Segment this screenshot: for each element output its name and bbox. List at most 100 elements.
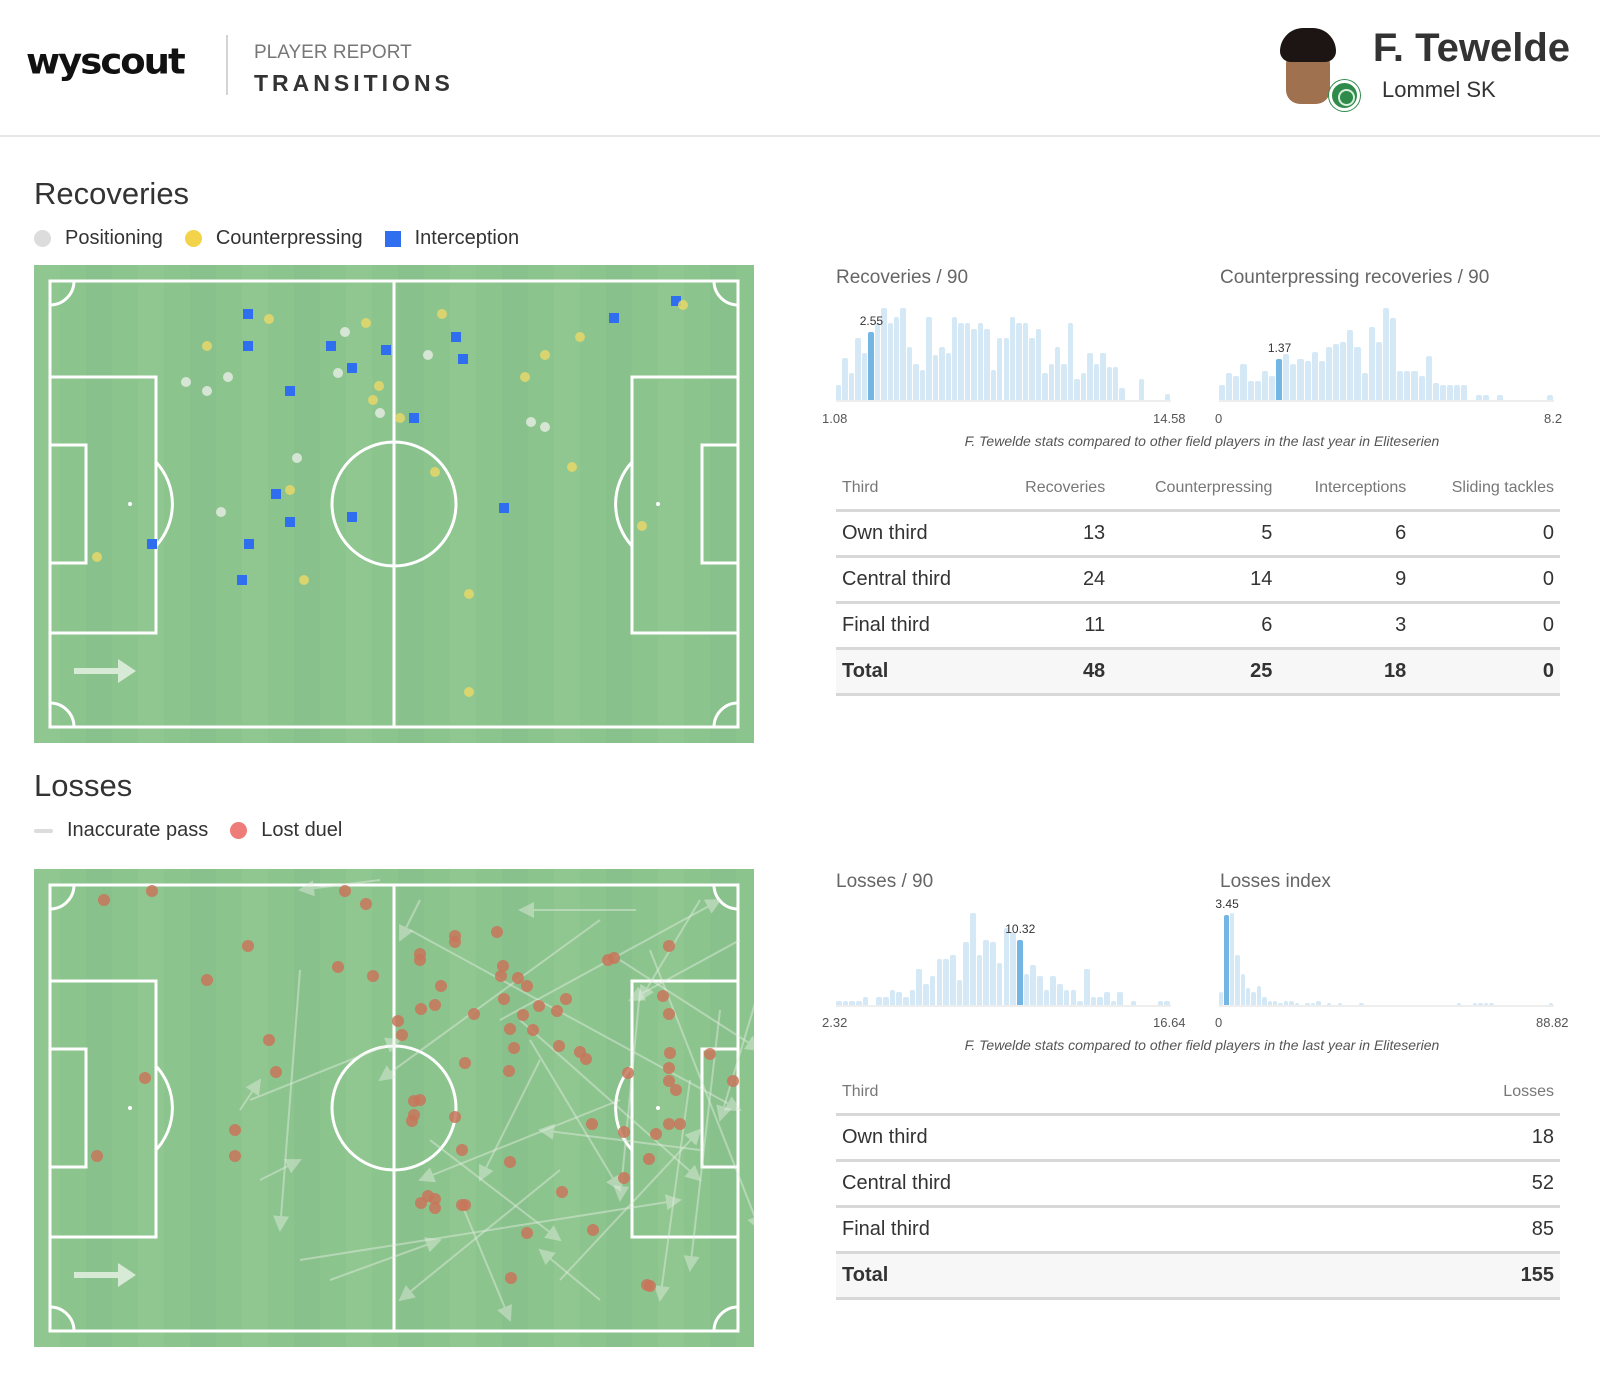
- attack-direction-arrow-icon: [74, 1263, 136, 1287]
- lost-duel-marker: [360, 898, 372, 910]
- histogram-bar: [1070, 990, 1077, 1005]
- lost-duel-marker: [468, 1008, 480, 1020]
- lost-duel-marker: [332, 961, 344, 973]
- histogram-bar: [1418, 375, 1425, 400]
- histogram-bar: [1283, 354, 1290, 400]
- lost-duel-marker: [503, 1065, 515, 1077]
- histogram-bar: [1268, 375, 1276, 400]
- cell: 0: [1412, 510, 1560, 558]
- col-counterpressing: Counterpressing: [1111, 468, 1279, 512]
- table-total-row: Total 48 25 18 0: [836, 648, 1560, 696]
- table-total-row: Total 155: [836, 1252, 1560, 1300]
- lost-duel-marker: [560, 993, 572, 1005]
- histogram-bar: [848, 373, 855, 400]
- counterpressing-marker: [374, 381, 384, 391]
- interception-marker: [285, 386, 295, 396]
- recoveries-pitch: [34, 265, 754, 743]
- recoveries-title: Recoveries: [34, 176, 190, 211]
- losses-per90-title: Losses / 90: [836, 871, 934, 892]
- histogram-bar: [1037, 975, 1043, 1005]
- attack-direction-arrow-icon: [74, 659, 136, 683]
- histogram-bar: [887, 322, 893, 400]
- lost-duel-marker: [663, 1075, 675, 1087]
- lost-duel-marker: [663, 940, 675, 952]
- histogram-bar: [936, 959, 943, 1005]
- losses-pitch-map: [34, 869, 754, 1347]
- positioning-marker: [526, 417, 536, 427]
- histogram-bar: [1009, 316, 1016, 400]
- histogram-bar: [1354, 346, 1361, 400]
- histogram-bar: [842, 358, 848, 400]
- report-title: TRANSITIONS: [254, 70, 454, 96]
- histogram-bar: [1117, 992, 1124, 1005]
- lost-duel-marker: [242, 940, 254, 952]
- lost-duel-marker: [657, 990, 669, 1002]
- cell: 155: [1312, 1252, 1560, 1300]
- histogram-bar: [1130, 1000, 1137, 1005]
- histogram-bar: [949, 954, 956, 1005]
- histogram-bar: [1119, 388, 1125, 400]
- histogram-bar: [1482, 395, 1489, 400]
- histogram-bar: [916, 969, 923, 1005]
- histogram-bar: [1254, 380, 1261, 400]
- losses-index-max-label: 88.82: [1536, 1015, 1569, 1030]
- legend-label: Lost duel: [261, 819, 343, 841]
- histogram-bar: [1496, 395, 1504, 400]
- positioning-marker: [333, 368, 343, 378]
- histogram-bar: [1297, 358, 1304, 400]
- losses-index-title: Losses index: [1220, 871, 1331, 892]
- lost-duel-marker: [505, 1272, 517, 1284]
- histogram-bar: [1083, 969, 1090, 1005]
- lost-duel-marker: [449, 1111, 461, 1123]
- inaccurate-pass-line-icon: [34, 828, 53, 833]
- legend-inaccurate-pass: Inaccurate pass: [34, 819, 208, 842]
- histogram-bar: [1016, 322, 1022, 400]
- histogram-bar: [939, 346, 945, 400]
- inaccurate-pass-arrow: [259, 1159, 302, 1181]
- lost-duel-marker: [367, 970, 379, 982]
- histogram-bar: [971, 328, 977, 400]
- lost-duel-marker: [429, 999, 441, 1011]
- positioning-marker: [216, 507, 226, 517]
- histogram-bar: [1247, 380, 1254, 400]
- losses-table: Third Losses Own third 18 Central third 52…: [836, 1072, 1560, 1300]
- inaccurate-pass-arrow: [459, 1199, 512, 1322]
- histogram-bar: [836, 1000, 842, 1005]
- histogram-bar: [836, 385, 842, 400]
- histogram-bar: [1077, 1000, 1083, 1005]
- lost-duel-marker: [618, 1172, 630, 1184]
- counterpressing-marker: [395, 413, 405, 423]
- cell: 11: [992, 602, 1112, 650]
- histogram-bar: [1327, 1002, 1332, 1005]
- legend-positioning: Positioning: [34, 227, 163, 250]
- recoveries-pitch-map: [34, 265, 754, 743]
- histogram-bar: [1080, 373, 1087, 400]
- inaccurate-pass-arrow: [378, 919, 601, 1082]
- lost-duel-marker: [270, 1066, 282, 1078]
- histogram-bar: [1050, 975, 1057, 1005]
- histogram-bar: [861, 352, 868, 400]
- counterpressing-marker: [202, 341, 212, 351]
- interception-marker: [458, 354, 468, 364]
- histogram-bar: [1310, 1002, 1316, 1005]
- lost-duel-marker: [704, 1048, 716, 1060]
- histogram-bar: [1361, 373, 1368, 400]
- counterpressing-marker: [520, 372, 530, 382]
- positioning-marker: [223, 372, 233, 382]
- interception-marker: [499, 503, 509, 513]
- histogram-bar: [1164, 1000, 1170, 1005]
- interception-square-icon: [384, 230, 401, 247]
- interception-marker: [609, 313, 619, 323]
- table-row: Central third 52: [836, 1160, 1560, 1208]
- inaccurate-pass-arrow: [399, 899, 421, 942]
- lost-duel-marker: [618, 1126, 630, 1138]
- cell: Final third: [836, 602, 993, 650]
- histogram-bar: [1235, 954, 1240, 1005]
- lost-duel-dot-icon: [230, 822, 248, 839]
- histogram-bar: [855, 337, 861, 400]
- lost-duel-marker: [339, 885, 351, 897]
- histogram-bar: [874, 322, 881, 400]
- positioning-marker: [340, 327, 350, 337]
- histogram-bar: [1233, 375, 1240, 400]
- histogram-bar: [1261, 370, 1268, 400]
